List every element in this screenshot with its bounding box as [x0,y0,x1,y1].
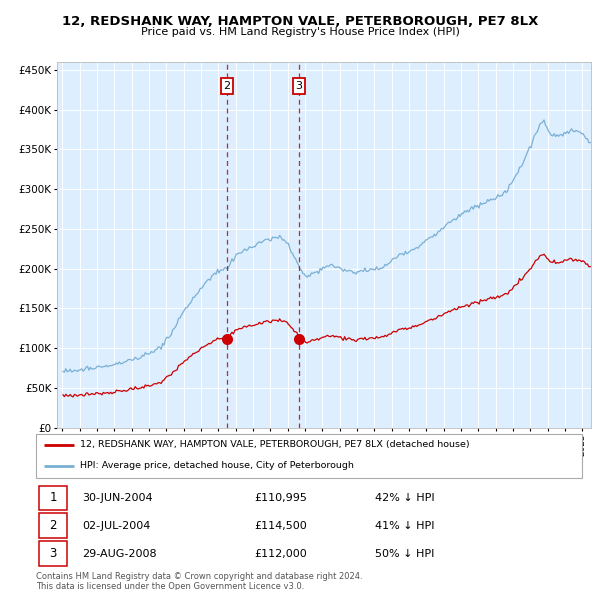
Text: £110,995: £110,995 [254,493,307,503]
Text: 1: 1 [49,491,56,504]
FancyBboxPatch shape [36,434,582,478]
Text: 30-JUN-2004: 30-JUN-2004 [82,493,153,503]
FancyBboxPatch shape [39,542,67,566]
Text: 12, REDSHANK WAY, HAMPTON VALE, PETERBOROUGH, PE7 8LX (detached house): 12, REDSHANK WAY, HAMPTON VALE, PETERBOR… [80,440,469,449]
FancyBboxPatch shape [39,486,67,510]
Text: 3: 3 [296,81,302,91]
FancyBboxPatch shape [39,513,67,538]
Text: 12, REDSHANK WAY, HAMPTON VALE, PETERBOROUGH, PE7 8LX: 12, REDSHANK WAY, HAMPTON VALE, PETERBOR… [62,15,538,28]
Text: 3: 3 [49,547,56,560]
Text: 2: 2 [49,519,56,532]
Text: Price paid vs. HM Land Registry's House Price Index (HPI): Price paid vs. HM Land Registry's House … [140,27,460,37]
Text: Contains HM Land Registry data © Crown copyright and database right 2024.: Contains HM Land Registry data © Crown c… [36,572,362,581]
Text: 2: 2 [223,81,230,91]
Text: 29-AUG-2008: 29-AUG-2008 [82,549,157,559]
Text: £114,500: £114,500 [254,521,307,530]
Text: 02-JUL-2004: 02-JUL-2004 [82,521,151,530]
Text: 42% ↓ HPI: 42% ↓ HPI [374,493,434,503]
Text: 41% ↓ HPI: 41% ↓ HPI [374,521,434,530]
Text: HPI: Average price, detached house, City of Peterborough: HPI: Average price, detached house, City… [80,461,353,470]
Text: This data is licensed under the Open Government Licence v3.0.: This data is licensed under the Open Gov… [36,582,304,590]
Text: 50% ↓ HPI: 50% ↓ HPI [374,549,434,559]
Text: £112,000: £112,000 [254,549,307,559]
